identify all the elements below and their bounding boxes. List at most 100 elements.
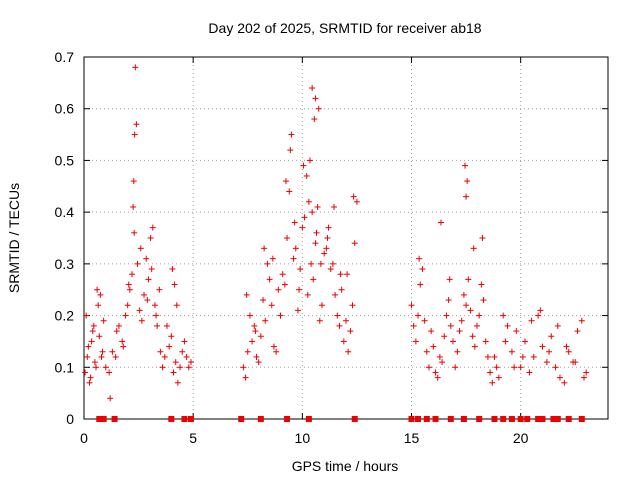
- data-point: [332, 291, 339, 298]
- data-point: [417, 281, 424, 288]
- data-point: [437, 219, 444, 226]
- data-point: [243, 291, 250, 298]
- data-point: [294, 307, 301, 314]
- data-point: [325, 224, 332, 231]
- data-point: [89, 328, 96, 335]
- zero-value-marker: [96, 416, 103, 422]
- y-tick-label: 0.2: [55, 308, 75, 324]
- x-tick-label: 5: [189, 430, 197, 446]
- data-point: [151, 302, 158, 309]
- zero-value-marker: [460, 416, 467, 422]
- data-point: [124, 302, 131, 309]
- data-point: [408, 302, 415, 309]
- data-point: [168, 333, 175, 340]
- zero-value-marker: [181, 416, 188, 422]
- zero-value-marker: [500, 416, 507, 422]
- data-point: [478, 281, 485, 288]
- data-point: [134, 260, 141, 267]
- data-point: [249, 338, 256, 345]
- data-point: [471, 343, 478, 350]
- data-point: [439, 359, 446, 366]
- data-point: [537, 307, 544, 314]
- x-axis-label: GPS time / hours: [292, 458, 399, 474]
- data-point: [246, 312, 253, 319]
- data-point: [266, 276, 273, 283]
- zero-value-marker: [168, 416, 175, 422]
- data-point: [91, 359, 98, 366]
- data-point: [277, 312, 284, 319]
- data-point: [316, 317, 323, 324]
- data-point: [461, 162, 468, 169]
- zero-value-marker: [187, 416, 194, 422]
- zero-value-marker: [447, 416, 454, 422]
- data-point: [329, 260, 336, 267]
- data-point: [98, 353, 105, 360]
- data-point: [145, 276, 152, 283]
- data-point: [244, 348, 251, 355]
- x-tick-label: 20: [513, 430, 529, 446]
- data-point: [95, 302, 102, 309]
- data-point: [287, 147, 294, 154]
- data-point: [583, 369, 590, 376]
- data-point: [315, 105, 322, 112]
- data-point: [535, 312, 542, 319]
- data-point: [487, 369, 494, 376]
- data-point: [144, 297, 151, 304]
- data-point: [300, 162, 307, 169]
- y-tick-label: 0.5: [55, 152, 75, 168]
- data-point: [460, 291, 467, 298]
- data-point: [578, 317, 585, 324]
- data-point: [419, 266, 426, 273]
- data-point: [303, 172, 310, 179]
- data-point: [132, 64, 139, 71]
- data-point: [574, 328, 581, 335]
- data-point: [309, 209, 316, 216]
- data-point: [323, 245, 330, 252]
- zero-value-marker: [423, 416, 430, 422]
- data-point: [138, 317, 145, 324]
- data-point: [133, 121, 140, 128]
- y-tick-label: 0.3: [55, 256, 75, 272]
- zero-value-marker: [111, 416, 118, 422]
- data-point: [470, 245, 477, 252]
- data-point: [173, 302, 180, 309]
- data-point: [126, 286, 133, 293]
- data-point: [415, 312, 422, 319]
- data-point: [336, 322, 343, 329]
- data-point: [240, 364, 247, 371]
- data-point: [539, 343, 546, 350]
- x-tick-label: 0: [80, 430, 88, 446]
- data-point: [580, 374, 587, 381]
- zero-value-marker: [535, 416, 542, 422]
- data-point: [137, 245, 144, 252]
- data-point: [476, 312, 483, 319]
- data-point: [344, 271, 351, 278]
- data-point: [484, 353, 491, 360]
- data-point: [436, 353, 443, 360]
- data-point: [242, 374, 249, 381]
- data-point: [517, 364, 524, 371]
- data-point: [500, 312, 507, 319]
- data-point: [262, 317, 269, 324]
- data-point: [88, 338, 95, 345]
- data-point: [309, 85, 316, 92]
- data-point: [425, 364, 432, 371]
- data-point: [130, 203, 137, 210]
- y-tick-label: 0.4: [55, 204, 75, 220]
- data-point: [174, 379, 181, 386]
- data-point: [313, 229, 320, 236]
- data-point: [90, 322, 97, 329]
- data-point: [454, 348, 461, 355]
- zero-value-marker: [476, 416, 483, 422]
- x-tick-label: 15: [404, 430, 420, 446]
- data-point: [519, 353, 526, 360]
- data-point: [170, 369, 177, 376]
- axes: [83, 56, 609, 420]
- data-point: [290, 255, 297, 262]
- data-point: [288, 131, 295, 138]
- data-point: [179, 348, 186, 355]
- data-point: [273, 348, 280, 355]
- data-point: [304, 291, 311, 298]
- zero-value-marker: [517, 416, 524, 422]
